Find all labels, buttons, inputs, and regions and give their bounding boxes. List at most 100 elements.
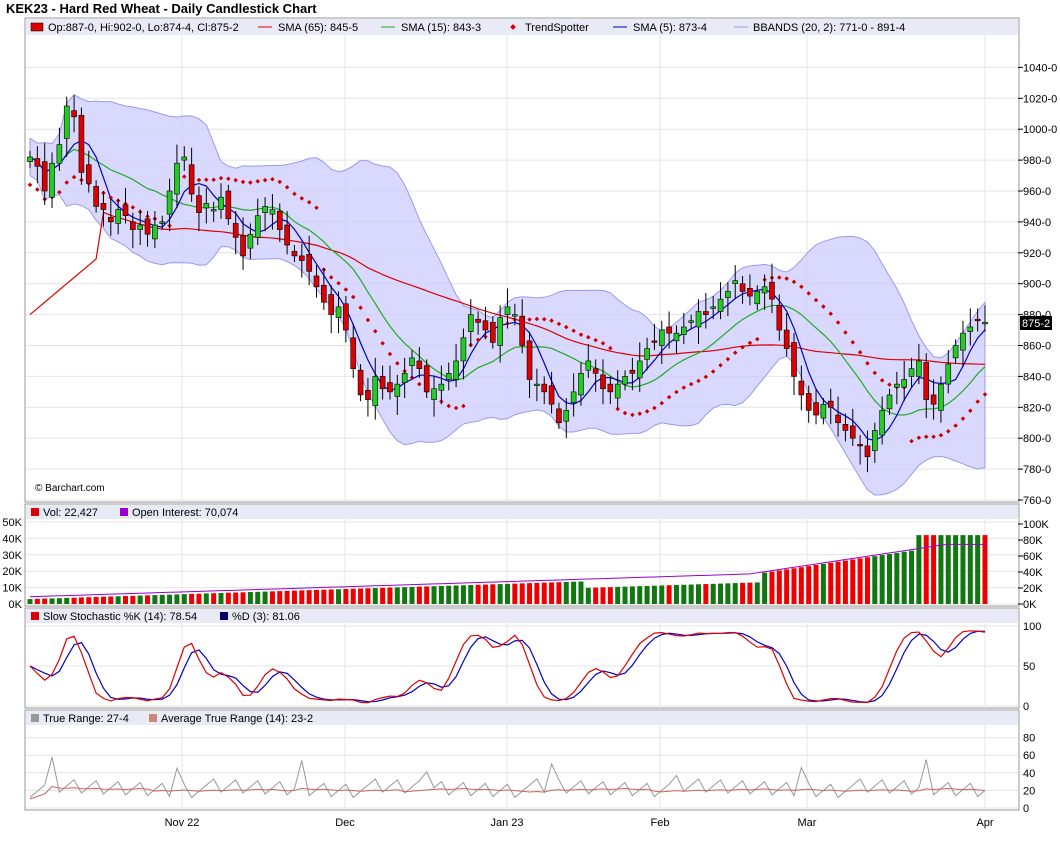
candle-body <box>166 190 173 215</box>
candle-body <box>460 337 467 362</box>
volume-bar <box>181 594 187 604</box>
volume-bar <box>622 586 628 604</box>
volume-bar <box>571 581 577 604</box>
stoch-legend-bar <box>26 609 1018 623</box>
volume-bar <box>835 561 841 604</box>
trendspotter-dot <box>821 304 826 309</box>
volume-bar <box>93 596 99 604</box>
volume-bar <box>600 587 606 604</box>
volume-bar <box>152 595 158 604</box>
trendspotter-dot <box>64 180 69 185</box>
tr-tick-label: 20 <box>1023 785 1035 797</box>
vol-legend-swatch <box>31 508 39 516</box>
volume-tick-label: 30K <box>2 550 22 562</box>
candle-body <box>872 430 878 451</box>
volume-bar <box>975 535 981 604</box>
candle-body <box>335 306 342 318</box>
trendspotter-dot <box>600 340 606 346</box>
volume-bar <box>86 597 92 604</box>
candle-body <box>401 373 408 383</box>
candle-body <box>291 250 298 257</box>
trendspotter-dot <box>725 356 731 362</box>
candle-body <box>188 164 195 195</box>
trendspotter-dot <box>960 416 966 421</box>
volume-bar <box>916 535 922 604</box>
trendspotter-dot <box>887 382 892 387</box>
volume-bar <box>982 535 988 604</box>
volume-bar <box>108 596 114 604</box>
volume-bar <box>269 591 275 604</box>
volume-bar <box>453 585 459 604</box>
trendspotter-dot <box>710 369 716 374</box>
volume-bar <box>879 555 885 604</box>
volume-bar <box>813 564 819 604</box>
trendspotter-dot <box>879 378 885 383</box>
candle-body <box>776 305 783 331</box>
axes: 1040-0 1020-0 1000-0 980-0 960-0 940-0 920-0 90… <box>2 62 1057 829</box>
trendspotter-dot <box>549 318 554 323</box>
candle-body <box>269 209 276 215</box>
candle-body <box>174 162 180 195</box>
trendspotter-dot <box>835 320 841 325</box>
stoch-k-line <box>29 630 986 704</box>
volume-bar <box>754 582 760 604</box>
trendspotter-dot <box>277 179 283 185</box>
volume-bar <box>696 584 701 604</box>
trendspotter-dot <box>931 434 936 440</box>
trendspotter-dot <box>652 405 657 411</box>
volume-bar <box>350 588 356 604</box>
bbands-legend: BBANDS (20, 2): 771-0 - 891-4 <box>753 22 905 34</box>
trendspotter-dot <box>953 423 958 428</box>
volume-bar <box>468 585 474 604</box>
candle-body <box>791 342 797 377</box>
trendspotter-dot <box>270 176 275 182</box>
trendspotter-dot <box>615 406 620 412</box>
trendspotter-dot <box>666 394 672 400</box>
candle-body <box>783 329 790 349</box>
candle-body <box>475 318 481 323</box>
tr-tick-label: 80 <box>1023 733 1035 745</box>
candle-body <box>41 161 48 192</box>
trendspotter-dot <box>828 311 833 317</box>
candle-body <box>761 286 768 294</box>
trendspotter-dot <box>938 432 944 438</box>
candle-body <box>394 383 401 397</box>
candle-body <box>350 337 357 369</box>
trendspotter-dot <box>777 275 782 280</box>
candle-body <box>739 283 746 292</box>
volume-bar <box>159 594 165 604</box>
candle-body <box>842 423 849 431</box>
candle-body <box>115 209 121 224</box>
trendspotter-legend: TrendSpotter <box>525 22 589 34</box>
volume-bar <box>673 585 679 604</box>
volume-bar <box>527 583 533 604</box>
volume-bar <box>512 583 518 604</box>
price-tick-label: 820-0 <box>1023 402 1051 414</box>
candle-body <box>717 298 724 312</box>
trendspotter-dot <box>328 275 334 280</box>
oi-tick-label: 40K <box>1023 567 1043 579</box>
candle-body <box>247 233 254 249</box>
candle-body <box>622 376 628 385</box>
candle-body <box>879 410 885 436</box>
candle-body <box>534 383 540 386</box>
volume-bar <box>225 592 231 604</box>
volume-bar <box>505 583 510 604</box>
volume-bar <box>358 588 364 604</box>
tr-tick-label: 0 <box>1023 803 1029 815</box>
volume-bar <box>945 535 951 604</box>
candle-body <box>284 224 290 246</box>
volume-bar <box>475 584 481 604</box>
candle-body <box>556 408 562 424</box>
volume-bar <box>549 582 555 604</box>
volume-bar <box>64 597 70 604</box>
volume-bar <box>909 550 915 604</box>
volume-bar <box>306 590 312 604</box>
candle-body <box>636 360 643 379</box>
trendspotter-dot <box>857 350 863 355</box>
x-axis-label: Nov 22 <box>165 817 200 829</box>
volume-bar <box>710 583 716 604</box>
trendspotter-dot <box>586 334 591 340</box>
volume-bar <box>482 584 488 604</box>
candle-body <box>644 348 650 360</box>
